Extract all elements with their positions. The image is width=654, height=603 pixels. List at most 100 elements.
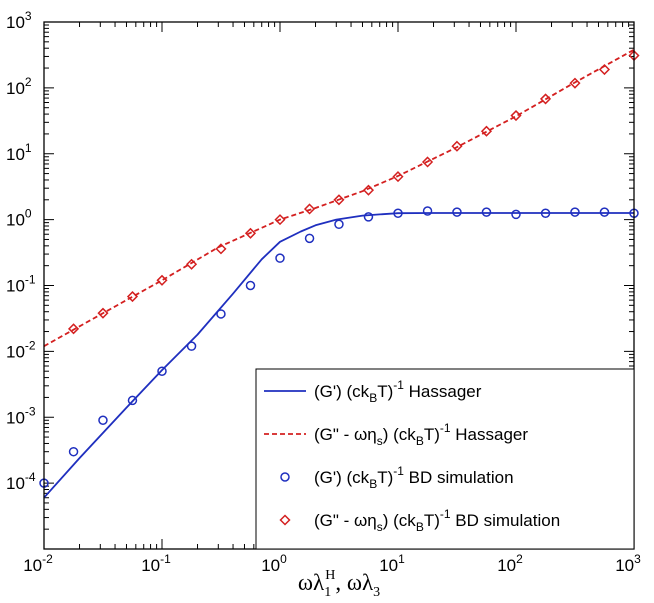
data-point-circle bbox=[570, 207, 580, 217]
y-tick-label-base: 10 bbox=[6, 277, 25, 296]
data-point-circle bbox=[275, 253, 285, 263]
y-tick-label-exp: 3 bbox=[25, 9, 32, 23]
x-tick-label: 101 bbox=[379, 552, 405, 575]
x-axis-label-sep: , ωλ bbox=[335, 570, 374, 595]
legend-sub: s bbox=[377, 520, 383, 534]
legend-text: (G') (ck bbox=[314, 382, 370, 401]
data-point-diamond bbox=[303, 203, 316, 215]
y-tick-label: 100 bbox=[6, 207, 32, 230]
data-point-diamond bbox=[510, 109, 522, 122]
x-tick-label: 10-2 bbox=[23, 552, 53, 575]
data-point-diamond bbox=[362, 184, 375, 196]
legend-sub: B bbox=[369, 477, 377, 491]
data-point-circle bbox=[157, 366, 167, 376]
x-tick-label: 103 bbox=[615, 552, 641, 575]
x-tick-label-exp: -2 bbox=[42, 552, 53, 566]
data-point-circle bbox=[68, 446, 79, 457]
data-point-diamond bbox=[569, 77, 581, 89]
y-tick-label: 102 bbox=[6, 75, 32, 98]
ticks bbox=[43, 21, 635, 550]
y-tick-label-exp: -1 bbox=[25, 273, 36, 287]
data-point-diamond bbox=[185, 258, 198, 270]
data-point-diamond bbox=[539, 93, 552, 105]
x-tick-label-exp: 3 bbox=[634, 552, 641, 566]
data-point-diamond bbox=[244, 227, 257, 239]
x-tick-label-exp: 2 bbox=[516, 552, 523, 566]
data-point-diamond bbox=[156, 274, 168, 286]
x-tick-label-exp: 0 bbox=[280, 552, 287, 566]
legend-sup: -1 bbox=[393, 378, 404, 392]
legend-sup: -1 bbox=[393, 464, 404, 478]
legend-text: ) (ck bbox=[383, 425, 417, 444]
legend-label: (G') (ckBT)-1 Hassager bbox=[314, 378, 482, 405]
x-tick-label-base: 10 bbox=[23, 556, 42, 575]
legend-text: BD simulation bbox=[404, 468, 514, 487]
legend-sup: -1 bbox=[440, 507, 451, 521]
legend-label: (G') (ckBT)-1 BD simulation bbox=[314, 464, 514, 491]
legend-sub: B bbox=[416, 434, 424, 448]
data-point-circle bbox=[186, 341, 197, 351]
legend-sub: B bbox=[369, 391, 377, 405]
legend-sub: B bbox=[416, 520, 424, 534]
data-point-circle bbox=[334, 219, 344, 230]
y-tick-label-base: 10 bbox=[6, 342, 25, 361]
data-point-circle bbox=[481, 207, 492, 217]
y-tick-label: 103 bbox=[6, 9, 32, 32]
data-point-diamond bbox=[421, 156, 434, 168]
legend-text: (G') (ck bbox=[314, 468, 370, 487]
x-tick-label: 102 bbox=[497, 552, 523, 575]
data-point-circle bbox=[98, 415, 108, 426]
data-point-circle bbox=[393, 208, 403, 218]
y-tick-label-exp: 0 bbox=[25, 207, 32, 221]
legend-swatch-diamond bbox=[279, 514, 291, 526]
x-axis-label: ωλ1 H, ωλ3 bbox=[298, 568, 380, 600]
legend-label: (G" - ωηs) (ckBT)-1 Hassager bbox=[314, 421, 528, 448]
series-group bbox=[39, 48, 640, 499]
legend-sup: -1 bbox=[440, 421, 451, 435]
legend-sub: s bbox=[377, 434, 383, 448]
legend-label: (G" - ωηs) (ckBT)-1 BD simulation bbox=[314, 507, 560, 534]
legend-text: (G" - ωη bbox=[314, 511, 377, 530]
legend: (G') (ckBT)-1 Hassager(G" - ωηs) (ckBT)-… bbox=[255, 368, 635, 550]
y-tick-label: 101 bbox=[6, 141, 32, 164]
legend-text: Hassager bbox=[404, 382, 482, 401]
y-tick-label-exp: 1 bbox=[25, 141, 32, 155]
y-tick-label-base: 10 bbox=[6, 13, 25, 32]
legend-text: (G" - ωη bbox=[314, 425, 377, 444]
data-point-circle bbox=[245, 280, 256, 291]
y-tick-label-base: 10 bbox=[6, 474, 25, 493]
y-tick-label-base: 10 bbox=[6, 211, 25, 230]
data-point-circle bbox=[511, 209, 521, 220]
y-tick-label: 10-2 bbox=[6, 338, 36, 361]
y-tick-label: 10-1 bbox=[6, 273, 36, 296]
data-point-circle bbox=[540, 208, 551, 218]
y-tick-label-exp: -3 bbox=[25, 404, 36, 418]
data-point-circle bbox=[127, 395, 138, 406]
x-tick-label-base: 10 bbox=[141, 556, 160, 575]
x-tick-label-base: 10 bbox=[379, 556, 398, 575]
legend-text: BD simulation bbox=[451, 511, 561, 530]
legend-text: ) (ck bbox=[383, 511, 417, 530]
data-point-diamond bbox=[97, 307, 109, 319]
x-axis-label-sup1: H bbox=[325, 568, 335, 583]
y-tick-label-base: 10 bbox=[6, 145, 25, 164]
y-tick-label-exp: -2 bbox=[25, 338, 36, 352]
x-axis-label-main: ωλ bbox=[298, 570, 325, 595]
data-point-diamond bbox=[480, 125, 493, 137]
data-point-circle bbox=[304, 233, 315, 244]
x-tick-label: 10-1 bbox=[141, 552, 171, 575]
x-axis-label-sub2: 3 bbox=[373, 585, 380, 600]
y-tick-label-exp: -4 bbox=[25, 470, 36, 484]
data-point-diamond bbox=[392, 171, 404, 183]
data-point-circle bbox=[452, 207, 462, 217]
legend-text: T) bbox=[424, 511, 440, 530]
data-point-diamond bbox=[67, 323, 80, 335]
legend-text: T) bbox=[424, 425, 440, 444]
y-tick-label-base: 10 bbox=[6, 408, 25, 427]
data-point-diamond bbox=[333, 194, 345, 206]
data-point-circle bbox=[599, 207, 610, 217]
data-point-diamond bbox=[126, 290, 139, 303]
legend-text: Hassager bbox=[451, 425, 529, 444]
